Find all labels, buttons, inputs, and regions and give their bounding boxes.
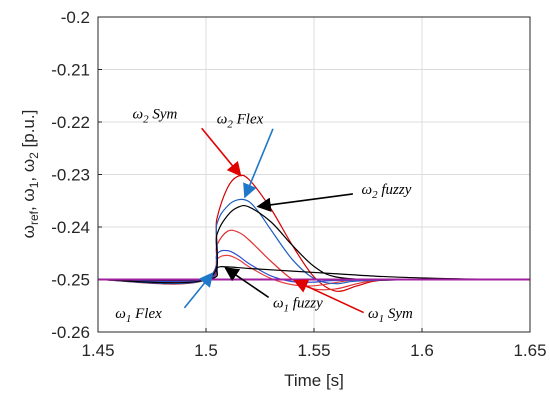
y-axis-title-sep1: , ω (19, 188, 38, 211)
annotation-subscript: 1 (126, 313, 132, 325)
x-tick-label: 1.45 (81, 341, 114, 360)
y-axis-title-sub-ref: ref (27, 210, 41, 225)
annotation-arrow-1 (201, 127, 242, 177)
annotation-symbol: ω (133, 106, 144, 122)
plot-frame (97, 16, 531, 333)
annotation-subscript: 2 (227, 119, 233, 131)
annotation-symbol: ω (368, 306, 379, 322)
annotation-label-3: ω2 fuzzy (362, 182, 412, 201)
annotation-text: fuzzy (289, 295, 323, 311)
y-axis-title-sub-2: 2 (27, 152, 41, 159)
annotation-arrow-4 (183, 272, 214, 309)
annotation-symbol: ω (273, 295, 284, 311)
annotation-symbol: ω (362, 182, 373, 198)
annotation-label-5: ω1 fuzzy (273, 295, 323, 314)
series-line-7 (97, 266, 531, 281)
annotation-subscript: 1 (284, 302, 290, 314)
y-tick-label: -0.26 (51, 323, 90, 342)
x-tick-label: 1.55 (297, 341, 330, 360)
annotation-subscript: 2 (372, 189, 378, 201)
annotation-subscript: 1 (379, 313, 385, 325)
x-tick-label: 1.5 (194, 341, 218, 360)
y-tick-label: -0.2 (61, 8, 90, 27)
y-tick-label: -0.24 (51, 218, 90, 237)
y-axis-title-unit: [p.u.] (19, 110, 38, 153)
annotation-text: fuzzy (378, 182, 412, 198)
series-line-4 (97, 198, 531, 285)
annotation-text: Flex (233, 112, 264, 128)
y-tick-label: -0.22 (51, 113, 90, 132)
y-axis-title-sub-1: 1 (27, 181, 41, 188)
x-axis-title: Time [s] (284, 371, 344, 390)
y-tick-label: -0.23 (51, 166, 90, 185)
annotation-label-4: ω1 Flex (115, 306, 162, 325)
annotation-arrow-2 (243, 128, 274, 199)
y-axis-title-omega: ω (19, 225, 38, 238)
annotation-label-2: ω2 Flex (217, 112, 264, 131)
annotation-arrow-5 (224, 267, 270, 299)
series-group (97, 174, 531, 292)
annotation-arrow-3 (256, 193, 353, 212)
y-axis-title: ωref, ω1, ω2 [p.u.] (19, 110, 41, 239)
annotation-arrow-6 (293, 279, 365, 314)
y-axis-title-sep2: , ω (19, 159, 38, 182)
annotation-text: Flex (131, 306, 162, 322)
annotation-symbol: ω (115, 306, 126, 322)
y-tick-label: -0.21 (51, 61, 90, 80)
annotation-text: Sym (149, 106, 178, 122)
tick-labels: 1.45 1.5 1.55 1.6 1.65 -0.2 -0.21 -0.22 -0.23 -0.… (51, 8, 546, 360)
x-tick-label: 1.65 (513, 341, 546, 360)
annotation-label-6: ω1 Sym (368, 306, 413, 325)
x-tick-label: 1.6 (410, 341, 434, 360)
y-tick-label: -0.25 (51, 271, 90, 290)
annotation-label-1: ω2 Sym (133, 106, 178, 125)
annotation-symbol: ω (217, 112, 228, 128)
annotation-subscript: 2 (143, 113, 149, 125)
annotation-text: Sym (384, 306, 413, 322)
